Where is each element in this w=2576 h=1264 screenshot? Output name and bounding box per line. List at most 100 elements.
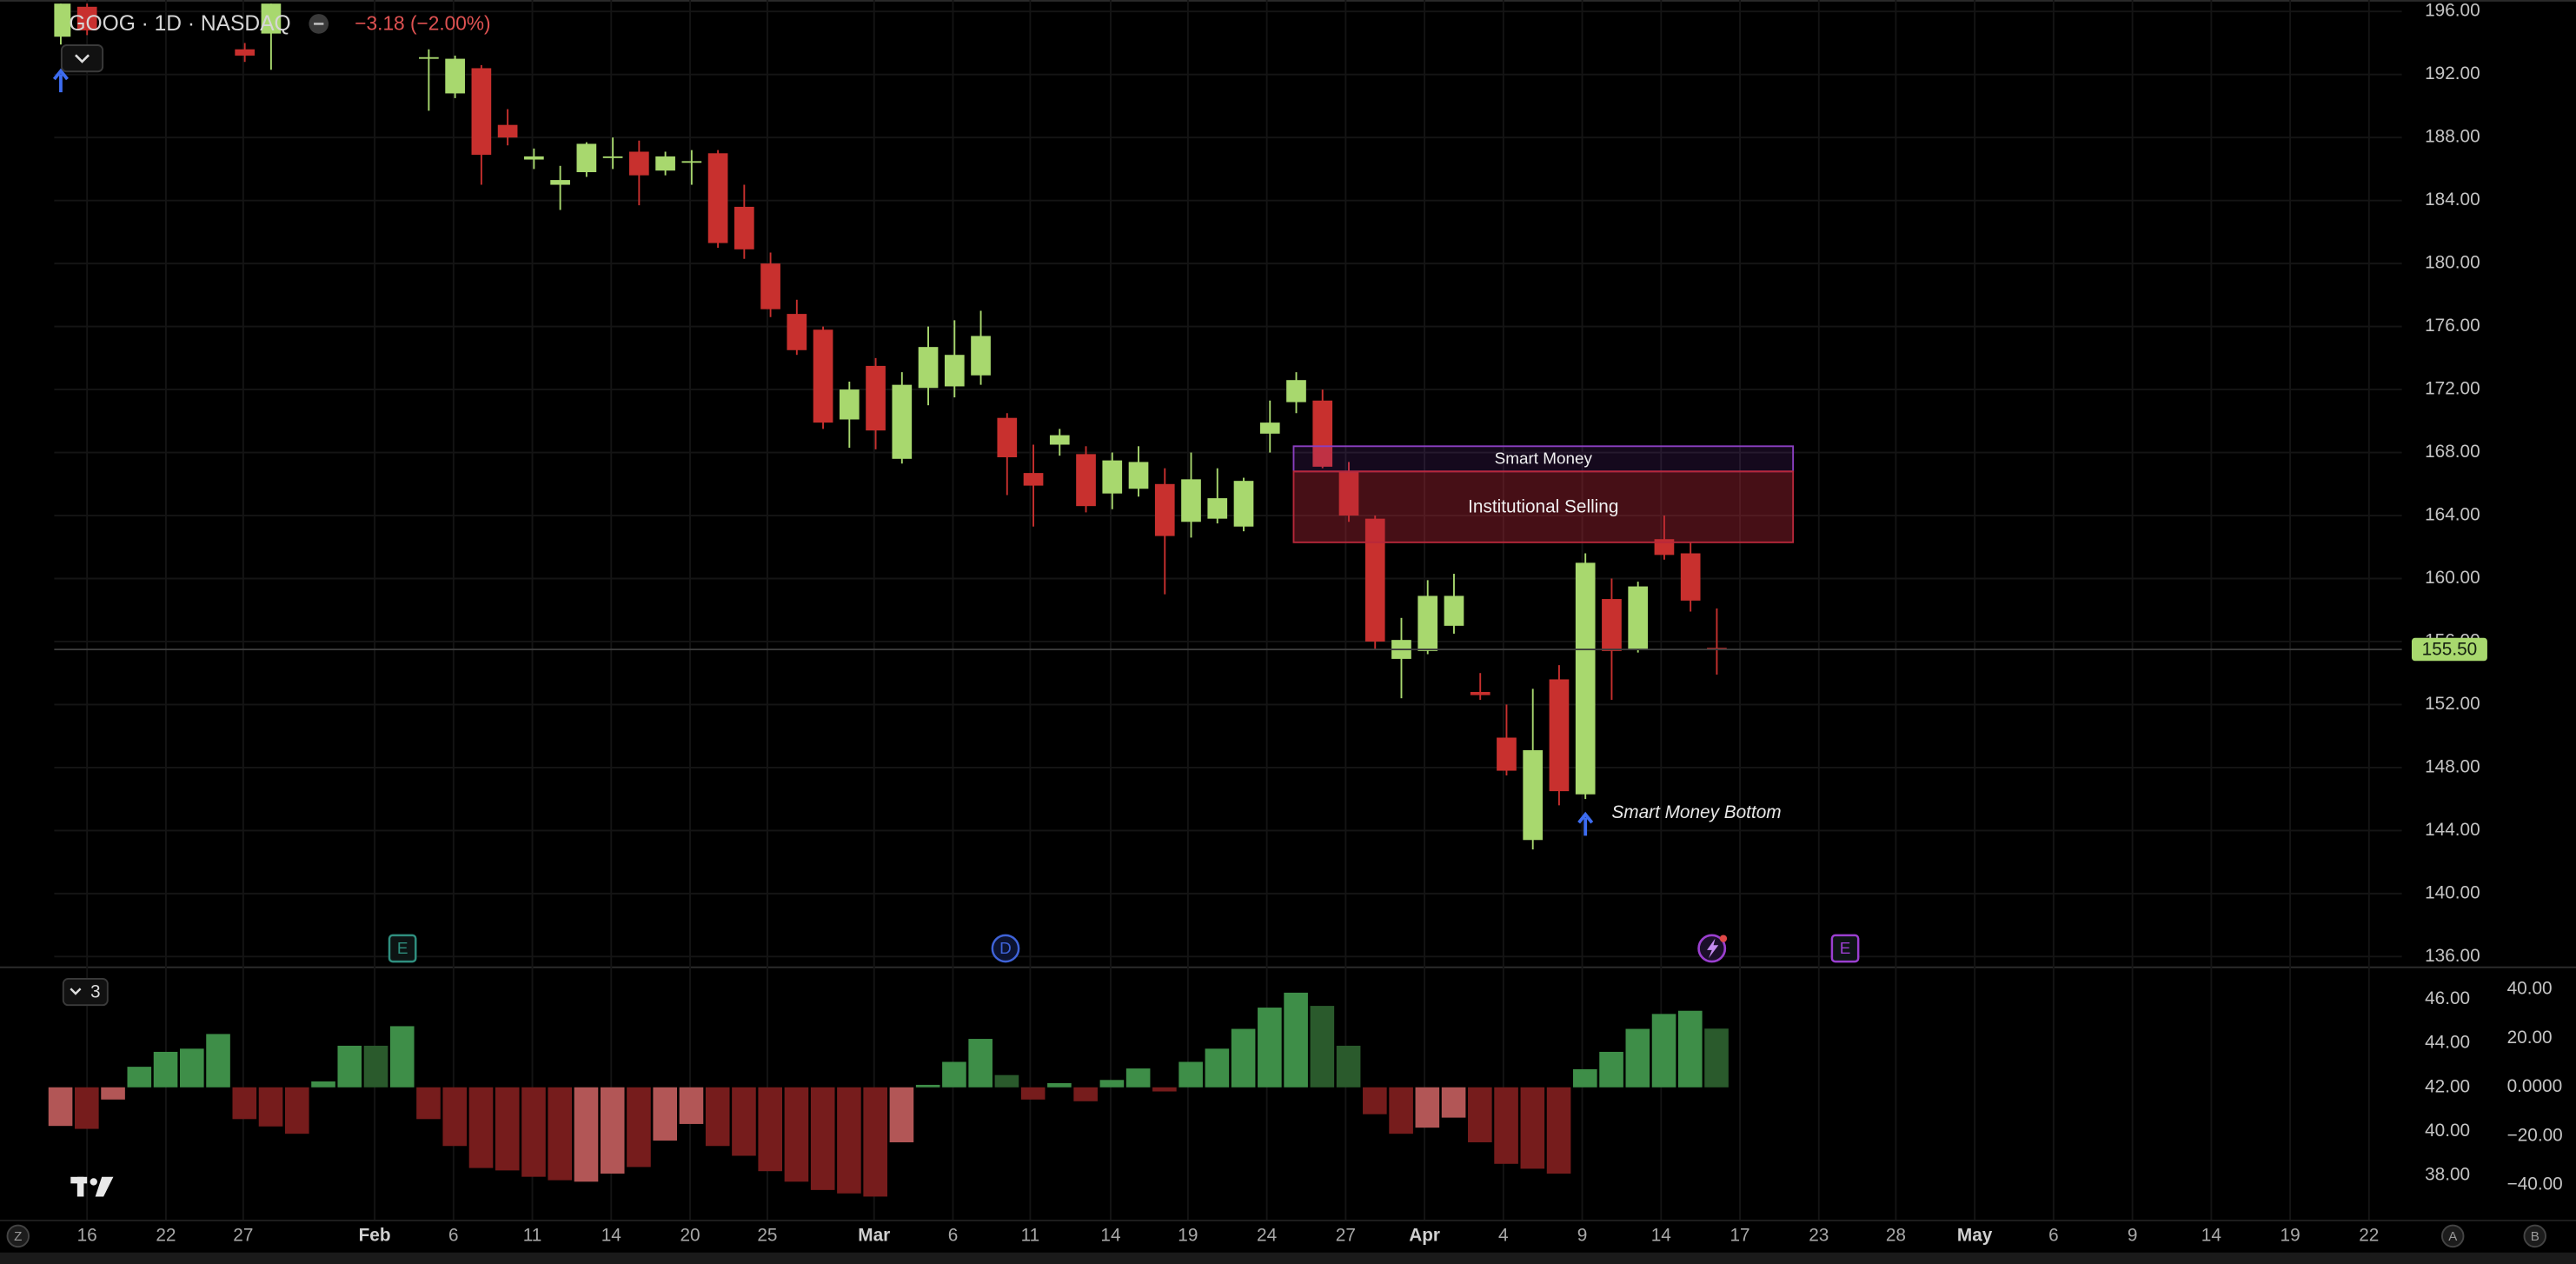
histogram-bar [784,1087,809,1182]
x-tick-label: 24 [1257,1225,1277,1245]
pane-toggle[interactable] [62,978,109,1007]
candle-body [1523,749,1544,841]
histogram-bar [1389,1087,1413,1134]
histogram-bar [600,1087,625,1174]
y-tick-label: 42.00 [2425,1076,2470,1096]
histogram-bar [1231,1028,1256,1088]
x-tick-label: Apr [1409,1225,1440,1245]
candle-body [1049,435,1070,445]
candle-body [1154,483,1175,536]
price-change: −3.18 (−2.00%) [355,11,490,34]
x-tick-label: Mar [858,1225,890,1245]
legend-toggle[interactable] [60,44,104,73]
chevron [75,54,90,63]
candle-body [1575,562,1596,795]
histogram-bar [48,1087,73,1127]
candle-body [1680,553,1701,601]
histogram-bar [1704,1028,1729,1088]
candle-body [866,365,886,431]
event-badge[interactable] [388,934,417,963]
corner-label: Z [14,1229,22,1244]
histogram-bar [1152,1087,1177,1092]
histogram-bar [968,1039,993,1088]
event-badge[interactable] [991,934,1020,963]
candle-body [524,156,544,160]
corner-button[interactable] [2523,1224,2546,1248]
x-tick-label: 27 [233,1225,253,1245]
candle-body [681,161,702,163]
candle-body [1364,518,1385,642]
x-tick-label: 4 [1498,1225,1509,1245]
histogram-bar [75,1087,99,1129]
histogram-bar [705,1087,730,1147]
lower-pane: 46.00 44.00 42.00 40.00 38.00 40.00 20.00 0.000… [48,979,2563,1197]
x-tick-label: Feb [359,1225,391,1245]
y2-tick-label: 40.00 [2507,979,2553,999]
y2-tick-label: −40.00 [2507,1174,2563,1194]
candle-body [1497,737,1517,771]
histogram-bar [1099,1080,1125,1088]
histogram-bar [1520,1087,1545,1169]
histogram-bar [179,1048,204,1088]
zone-label: Institutional Selling [1468,496,1618,516]
histogram-bar [942,1061,966,1088]
y2-tick-label: 0.0000 [2507,1076,2563,1096]
signal-arrow [52,68,69,93]
candle-body [576,143,597,173]
corner-button[interactable] [6,1224,30,1248]
candle-body [1128,462,1149,489]
logo [70,1176,114,1197]
y2-tick-label: 20.00 [2507,1028,2553,1048]
histogram-bar [337,1045,362,1088]
histogram-bar [1441,1087,1466,1118]
histogram-bar [837,1087,861,1194]
candle-body [471,68,492,156]
candle-body [497,124,518,138]
candle-body [944,355,965,387]
candle-body [1444,595,1464,626]
y-tick-label: 144.00 [2425,820,2480,840]
x-tick-label: 6 [2048,1225,2059,1245]
candle-body [76,6,97,30]
histogram-bar [206,1034,230,1088]
y-tick-label: 180.00 [2425,253,2480,273]
candle-body [813,329,833,423]
chevron [70,988,82,995]
y-tick-label: 140.00 [2425,882,2480,902]
histogram-bar [758,1087,782,1172]
histogram-bar [1468,1087,1492,1143]
x-tick-label: 9 [1577,1225,1588,1245]
candle-body [760,263,780,309]
candle-body [629,151,649,176]
event-badge[interactable] [1830,934,1860,963]
histogram-bar [1020,1087,1046,1100]
histogram-bar [416,1087,441,1120]
x-tick-label: 22 [2359,1225,2379,1245]
histogram-bar [284,1087,309,1134]
candle-body [892,384,913,459]
x-tick-label: 11 [523,1225,542,1245]
y-tick-label: 172.00 [2425,379,2480,399]
histogram-bar [1599,1051,1623,1088]
y-tick-label: 148.00 [2425,756,2480,776]
symbol-title: GOOG · 1D · NASDAQ [69,12,290,36]
x-tick-label: 9 [2128,1225,2138,1245]
event-label: E [1840,940,1851,958]
candle-body [1102,460,1123,494]
candle-body [1417,595,1438,651]
last-price-box [2411,637,2487,662]
x-tick-label: 27 [1336,1225,1356,1245]
histogram-bar [468,1087,494,1168]
y-tick-label: 152.00 [2425,694,2480,714]
corner-button[interactable] [2440,1224,2465,1248]
x-tick-label: 16 [77,1225,97,1245]
histogram-bar [653,1087,678,1141]
histogram-bar [363,1045,388,1088]
candle-body [1023,473,1044,486]
candle-body [261,3,282,34]
histogram-bar [1205,1048,1230,1088]
candle-body [839,389,860,420]
histogram-bar [627,1087,651,1168]
